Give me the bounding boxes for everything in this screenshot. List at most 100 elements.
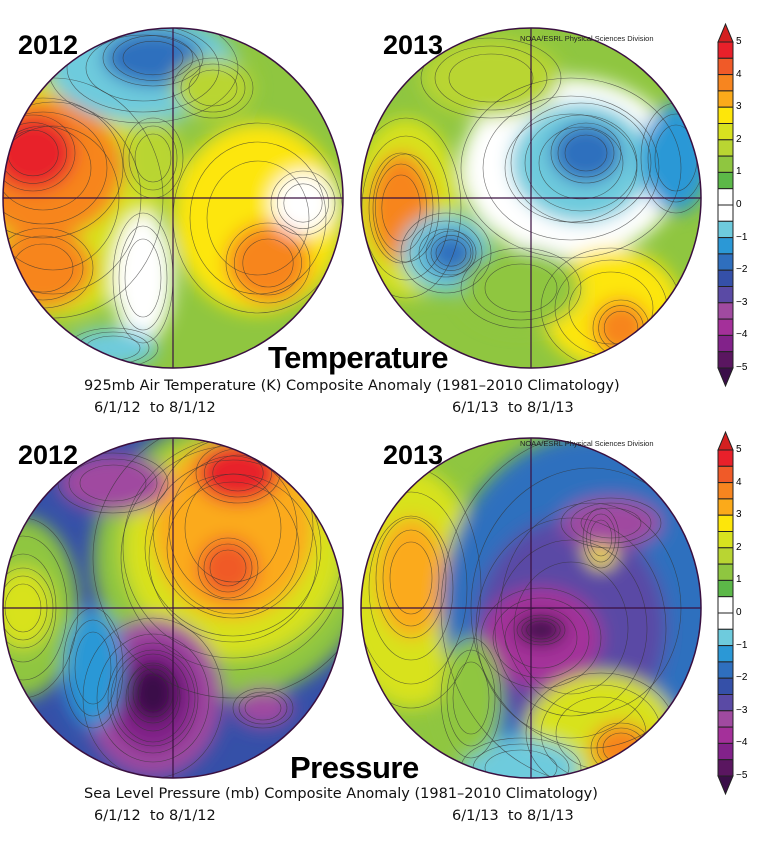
contour-line [118, 225, 168, 331]
contour-line [475, 517, 667, 739]
contour-line [484, 749, 558, 778]
contour-line [68, 619, 118, 717]
contour-line [361, 491, 468, 685]
contour-line [277, 177, 329, 229]
contour-line [188, 69, 238, 107]
contour-line [381, 174, 421, 242]
colorbar-segment [717, 334, 734, 353]
anomaly-region [103, 30, 203, 86]
contour-line [361, 117, 462, 299]
contour-line [137, 674, 169, 712]
colorbar-tick-label: −5 [736, 362, 748, 373]
polar-map-temp-2012 [2, 27, 344, 369]
colorbar-tick-label: 3 [736, 101, 742, 113]
contour-line [472, 255, 570, 321]
pressure-subtitle: Sea Level Pressure (mb) Composite Anomal… [84, 786, 598, 802]
contour-line [3, 122, 67, 184]
colorbar-over-triangle [717, 22, 734, 43]
colorbar-segment [717, 449, 734, 467]
colorbar-tick-label: 3 [736, 509, 742, 521]
contour-line [435, 239, 467, 267]
anomaly-region [376, 518, 446, 638]
contour-line [209, 549, 247, 587]
contour-line [557, 128, 615, 178]
colorbar-tick-label: −2 [736, 672, 748, 684]
anomaly-region [461, 248, 581, 328]
colorbar-segment [717, 90, 734, 108]
colorbar-segment [717, 269, 734, 288]
colorbar-tick-label: −4 [736, 329, 748, 341]
colorbar-segment [717, 482, 734, 500]
colorbar-tick-label: 1 [736, 574, 742, 586]
contour-line [197, 537, 259, 599]
contour-line [580, 507, 642, 539]
contour-line [647, 113, 701, 203]
contour-line [152, 438, 314, 619]
colorbar-tick-label: −2 [736, 264, 748, 276]
contour-line [524, 114, 638, 212]
contour-line [102, 29, 204, 87]
contour-line [516, 614, 566, 646]
contour-line [203, 543, 253, 593]
anomaly-region [561, 498, 661, 548]
anomaly-region [113, 213, 173, 343]
contour-line [440, 637, 502, 759]
contour-line [144, 459, 322, 637]
year-label-slp-2013: 2013 [383, 440, 444, 470]
contour-line [375, 517, 447, 639]
contour-line [550, 122, 622, 184]
colorbar-segment [717, 237, 734, 255]
colorbar-segment [717, 286, 734, 304]
contour-line [480, 587, 602, 689]
colorbar-segment [717, 188, 734, 206]
contour-line [125, 664, 181, 732]
colorbar-tick-label: −3 [736, 296, 748, 308]
map-boundary [360, 437, 702, 779]
contour-line [484, 263, 558, 313]
colorbar-tick-label: −1 [736, 639, 748, 651]
colorbar-tick-label: −1 [736, 231, 748, 243]
colorbar-segment [717, 579, 734, 598]
contour-line [492, 597, 590, 679]
contour-line [124, 238, 162, 318]
colorbar-segment [717, 612, 734, 630]
colorbar-segment [717, 498, 734, 516]
contour-line [189, 141, 327, 295]
contour-line [134, 133, 172, 183]
contour-line [116, 653, 190, 743]
contour-line [206, 160, 310, 276]
pressure-date-left: 6/1/12 to 8/1/12 [94, 808, 216, 824]
contour-line [372, 153, 440, 263]
map-boundary [2, 437, 344, 779]
contour-line [122, 40, 184, 76]
temperature-date-left: 6/1/12 to 8/1/12 [94, 400, 216, 416]
contour-line [166, 481, 300, 615]
map-boundary [360, 27, 702, 369]
colorbar-segment [717, 41, 734, 59]
contour-line [180, 63, 246, 113]
colorbar-segment [717, 465, 734, 484]
year-label-temp-2012: 2012 [18, 30, 79, 60]
temperature-subtitle: 925mb Air Temperature (K) Composite Anom… [84, 378, 620, 394]
colorbar-segment [717, 57, 734, 76]
contour-line [122, 438, 343, 659]
colorbar-segment [717, 563, 734, 581]
colorbar-segment [717, 661, 734, 679]
year-label-slp-2012: 2012 [18, 440, 79, 470]
temperature-date-right: 6/1/13 to 8/1/13 [452, 400, 574, 416]
contour-line [244, 695, 282, 721]
colorbar-segment [717, 351, 734, 369]
anomaly-region [271, 171, 335, 235]
contour-line [110, 649, 196, 747]
contour-line [425, 230, 477, 276]
anomaly-region [421, 38, 561, 118]
colorbar-under-triangle [717, 775, 734, 796]
contour-line [270, 170, 336, 236]
temperature-heading: Temperature [268, 340, 449, 375]
contour-line [452, 661, 490, 735]
colorbar-segment [717, 302, 734, 320]
contour-line [79, 464, 147, 502]
contour-line [3, 97, 124, 239]
credit-temp: NOAA/ESRL Physical Sciences Division [520, 34, 654, 43]
